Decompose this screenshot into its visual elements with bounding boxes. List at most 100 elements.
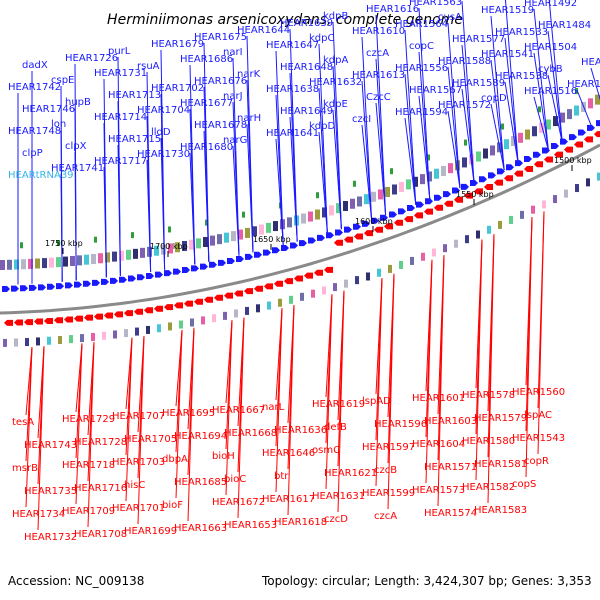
reverse-gene-label: HEAR1619 xyxy=(312,399,365,410)
reverse-gene-label: HEAR1618 xyxy=(274,517,327,528)
reverse-gene-label: HEAR1597 xyxy=(362,442,415,453)
annotation-block xyxy=(119,250,124,261)
annotation-block xyxy=(406,179,411,190)
annotation-block xyxy=(575,184,579,193)
reverse-gene-label: HEAR1617 xyxy=(262,494,315,505)
forward-gene-label: hupB xyxy=(65,97,91,108)
annotation-block xyxy=(378,189,383,200)
reverse-gene-arrow xyxy=(314,269,323,276)
annotation-block xyxy=(63,256,68,267)
reverse-gene-arrow xyxy=(304,272,313,279)
forward-gene-label: HEAR1746 xyxy=(22,104,75,115)
annotation-block xyxy=(157,324,161,333)
annotation-block xyxy=(179,320,183,329)
forward-gene-arrow xyxy=(389,211,397,218)
reverse-gene-arrow xyxy=(74,315,83,322)
reverse-gene-label: HEAR1699 xyxy=(124,526,177,537)
forward-gene-arrow xyxy=(398,208,406,215)
forward-gene-label: rsuA xyxy=(137,61,160,72)
reverse-gene-arrow xyxy=(464,192,473,199)
forward-gene-label: purL xyxy=(108,46,131,57)
reverse-gene-arrow xyxy=(114,311,123,318)
annotation-block xyxy=(49,257,54,268)
scale-label: 1700 kbp xyxy=(150,242,188,251)
reverse-gene-label: copR xyxy=(524,456,549,467)
forward-gene-arrow xyxy=(371,217,379,224)
annotation-block xyxy=(168,243,173,254)
forward-gene-label: cusA xyxy=(438,12,462,23)
forward-gene-label: kdpC xyxy=(309,33,334,44)
forward-gene-arrow xyxy=(209,261,217,268)
forward-gene-arrow xyxy=(506,164,514,171)
reverse-connector-line xyxy=(287,305,295,516)
forward-connector-line xyxy=(318,43,328,234)
forward-gene-label: HEAR1533 xyxy=(495,27,548,38)
reverse-connector-line xyxy=(437,255,445,507)
reverse-gene-label: HEAR1703 xyxy=(112,457,165,468)
scale-markers: 1500 kbp 1550 kbp 1600 kbp 1650 kbp 1700 kbp… xyxy=(45,156,592,257)
annotation-block xyxy=(223,311,227,320)
annotation-block xyxy=(21,259,26,270)
green-marker xyxy=(242,211,245,218)
forward-gene-arrow xyxy=(65,282,73,289)
forward-gene-label: HEAR1492 xyxy=(524,0,577,9)
forward-gene-label: HEAR1675 xyxy=(194,32,247,43)
annotation-block xyxy=(520,210,524,219)
forward-connector-line xyxy=(490,103,505,171)
reverse-gene-arrow xyxy=(4,319,13,326)
annotation-block xyxy=(564,189,568,198)
reverse-gene-label: HEAR1578 xyxy=(462,390,515,401)
forward-connector-line xyxy=(590,67,600,101)
annotation-block xyxy=(135,327,139,336)
annotation-block xyxy=(490,145,495,156)
reverse-gene-label: copS xyxy=(512,479,536,490)
annotation-block xyxy=(238,229,243,240)
green-marker xyxy=(464,139,467,146)
forward-gene-arrow xyxy=(155,271,163,278)
topology-text: Topology: circular; Length: 3,424,307 bp… xyxy=(262,574,592,588)
reverse-gene-label: HEAR1695 xyxy=(162,408,215,419)
reverse-gene-arrow xyxy=(124,310,133,317)
annotation-block xyxy=(91,253,96,264)
reverse-gene-label: narL xyxy=(262,402,285,413)
annotation-block xyxy=(413,176,418,187)
forward-gene-label: HEAR1704 xyxy=(137,105,190,116)
forward-gene-arrow xyxy=(56,283,64,290)
reverse-gene-arrow xyxy=(64,316,73,323)
annotation-block xyxy=(392,184,397,195)
annotation-block xyxy=(224,232,229,243)
forward-gene-arrow xyxy=(308,237,316,244)
annotation-block xyxy=(509,215,513,224)
annotation-block xyxy=(126,249,131,260)
forward-connector-line xyxy=(447,66,461,189)
reverse-gene-arrow xyxy=(294,275,303,282)
annotation-block xyxy=(113,330,117,339)
reverse-connector-line xyxy=(525,217,533,478)
green-marker xyxy=(131,232,134,239)
annotation-block xyxy=(355,276,359,285)
reverse-gene-arrow xyxy=(364,230,373,237)
annotation-block xyxy=(371,191,376,202)
annotation-block xyxy=(366,272,370,281)
annotation-block xyxy=(105,252,110,263)
forward-gene-arrow xyxy=(47,283,55,290)
annotation-block xyxy=(3,338,7,347)
annotation-block xyxy=(35,258,40,269)
forward-gene-arrow xyxy=(425,198,433,205)
reverse-gene-arrow xyxy=(554,151,563,158)
annotation-block xyxy=(252,226,257,237)
forward-connector-line xyxy=(461,0,475,183)
forward-gene-label: HEAR1639 xyxy=(280,18,333,29)
reverse-gene-arrow xyxy=(224,292,233,299)
annotation-block xyxy=(201,316,205,325)
annotation-block xyxy=(273,221,278,232)
annotation-block xyxy=(525,129,530,140)
annotation-block xyxy=(532,126,537,137)
annotation-block xyxy=(377,268,381,277)
reverse-gene-label: HEAR1728 xyxy=(74,437,127,448)
forward-gene-label: HEAR1647 xyxy=(266,40,319,51)
reverse-gene-label: HEAR1636 xyxy=(274,425,327,436)
reverse-gene-arrow xyxy=(594,131,600,138)
reverse-connector-line xyxy=(387,273,395,510)
forward-connector-line xyxy=(74,63,77,281)
